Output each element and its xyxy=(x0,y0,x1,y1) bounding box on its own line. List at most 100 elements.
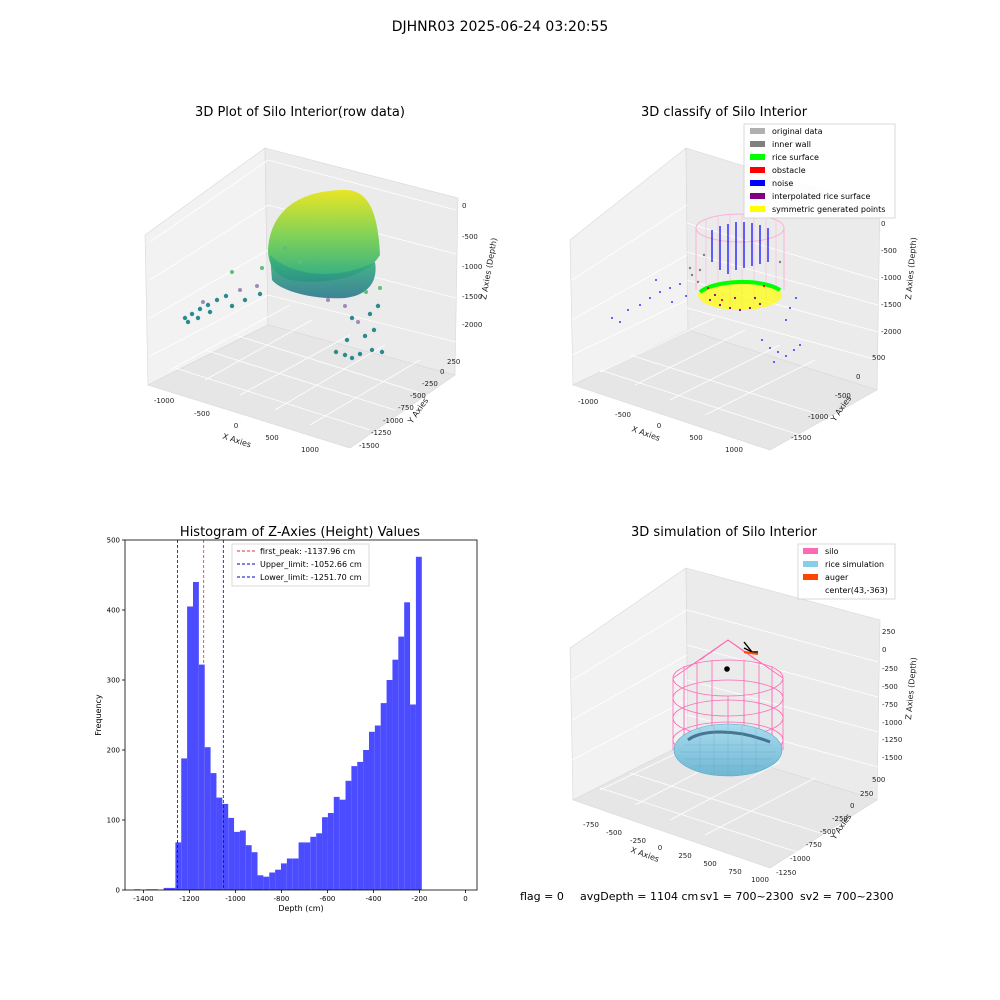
z-tick-label: -1000 xyxy=(882,719,902,727)
legend-entry: center(43,-363) xyxy=(825,586,888,595)
histogram-bar xyxy=(263,876,270,890)
histogram-bar xyxy=(210,773,217,890)
y-tick-label: 500 xyxy=(872,776,885,784)
legend-entry: Lower_limit: -1251.70 cm xyxy=(260,573,362,582)
x-tick-label: 0 xyxy=(657,422,661,430)
x-tick-label: -1400 xyxy=(133,895,153,903)
status-footer: flag = 0 avgDepth = 1104 cm sv1 = 700~23… xyxy=(520,890,894,903)
classified-point-cloud xyxy=(611,213,801,363)
histogram-bar xyxy=(198,664,205,890)
y-tick-label: -1250 xyxy=(371,429,391,437)
y-tick-label: 300 xyxy=(107,677,120,685)
histogram-bar xyxy=(304,842,311,890)
histogram-bar xyxy=(351,766,358,890)
legend-swatch xyxy=(750,193,765,199)
histogram-bars xyxy=(134,556,422,890)
histogram-bar xyxy=(280,863,287,890)
histogram-bar xyxy=(368,731,375,890)
histogram-bar xyxy=(327,813,334,890)
histogram-bar xyxy=(333,796,340,890)
histogram-bar xyxy=(234,831,240,890)
legend: silo rice simulation auger center(43,-36… xyxy=(797,543,896,600)
z-tick-label: -750 xyxy=(882,701,898,709)
z-tick-label: 0 xyxy=(462,202,466,210)
x-tick-label: -1000 xyxy=(578,398,598,406)
y-tick-label: -250 xyxy=(422,380,438,388)
legend-swatch xyxy=(750,128,765,134)
legend-entry: interpolated rice surface xyxy=(772,192,870,201)
z-tick-label: -500 xyxy=(881,247,897,255)
histogram-bar xyxy=(298,842,305,890)
histogram-reference-lines xyxy=(177,540,224,890)
z-axis: 0 -500 -1000 -1500 -2000 Z Axies (Depth) xyxy=(881,220,918,336)
z-tick-label: 0 xyxy=(882,646,886,654)
plot-frame xyxy=(124,539,478,891)
y-ticks: 0 100 200 300 400 500 xyxy=(107,537,125,895)
x-tick-label: 0 xyxy=(234,422,238,430)
legend-swatch xyxy=(750,206,765,212)
axes-panes xyxy=(569,567,881,869)
x-tick-label: 1000 xyxy=(751,876,769,884)
legend-swatch xyxy=(803,548,818,554)
y-tick-label: -1500 xyxy=(359,442,379,450)
legend-entry: noise xyxy=(772,179,793,188)
x-ticks: -1400 -1200 -1000 -800 -600 -400 -200 0 xyxy=(133,890,468,903)
histogram-bar xyxy=(251,852,258,890)
auger-marker xyxy=(724,641,759,672)
legend-entry: inner wall xyxy=(772,140,811,149)
histogram-bar xyxy=(310,836,317,890)
avg-depth-text: avgDepth = 1104 cm xyxy=(580,890,698,903)
x-tick-label: 500 xyxy=(703,860,716,868)
z-tick-label: -1250 xyxy=(882,736,902,744)
y-tick-label: 200 xyxy=(107,747,120,755)
x-axis-label: Depth (cm) xyxy=(278,904,323,913)
panel-simulation-3d: 3D simulation of Silo Interior xyxy=(569,525,918,884)
y-tick-label: 250 xyxy=(860,790,873,798)
x-tick-label: 0 xyxy=(463,895,467,903)
legend: original data inner wall rice surface ob… xyxy=(743,123,896,219)
raw-point-cloud xyxy=(182,190,385,361)
histogram-bar xyxy=(386,680,393,890)
panel-title: 3D classify of Silo Interior xyxy=(641,105,808,120)
legend-entry: rice simulation xyxy=(825,560,884,569)
z-tick-label: 0 xyxy=(881,220,885,228)
x-tick-label: -250 xyxy=(630,837,646,845)
y-tick-label: 500 xyxy=(107,537,120,545)
z-tick-label: -2000 xyxy=(881,328,901,336)
legend-swatch xyxy=(750,167,765,173)
y-tick-label: 400 xyxy=(107,607,120,615)
histogram-bar xyxy=(245,845,252,890)
histogram-bar xyxy=(269,872,276,890)
x-tick-label: -1200 xyxy=(179,895,199,903)
histogram-bar xyxy=(292,858,299,890)
legend-swatch xyxy=(803,561,818,567)
x-tick-label: 500 xyxy=(689,434,702,442)
legend-swatch xyxy=(750,154,765,160)
z-tick-label: -500 xyxy=(882,683,898,691)
x-tick-label: -750 xyxy=(583,821,599,829)
legend-entry: auger xyxy=(825,573,849,582)
y-tick-label: -750 xyxy=(806,841,822,849)
histogram-bar xyxy=(404,602,411,890)
z-tick-label: -1000 xyxy=(881,274,901,282)
histogram-bar xyxy=(169,887,176,890)
histogram-bar xyxy=(204,747,211,890)
histogram-bar xyxy=(181,758,188,890)
sv1-text: sv1 = 700~2300 xyxy=(700,890,794,903)
y-tick-label: -1000 xyxy=(383,417,403,425)
flag-text: flag = 0 xyxy=(520,890,564,903)
x-tick-label: 250 xyxy=(678,852,691,860)
histogram-bar xyxy=(339,799,346,890)
histogram-bar xyxy=(374,725,381,890)
x-tick-label: 750 xyxy=(728,868,741,876)
y-axis-label: Frequency xyxy=(94,694,103,736)
y-tick-label: -250 xyxy=(832,815,848,823)
histogram-bar xyxy=(415,556,422,890)
histogram-bar xyxy=(275,869,281,890)
histogram-bar xyxy=(286,858,293,890)
x-tick-label: 500 xyxy=(265,434,278,442)
z-tick-label: -1500 xyxy=(882,754,902,762)
x-tick-label: 1000 xyxy=(725,446,743,454)
z-tick-label: -1500 xyxy=(462,293,482,301)
histogram-bar xyxy=(363,750,369,890)
